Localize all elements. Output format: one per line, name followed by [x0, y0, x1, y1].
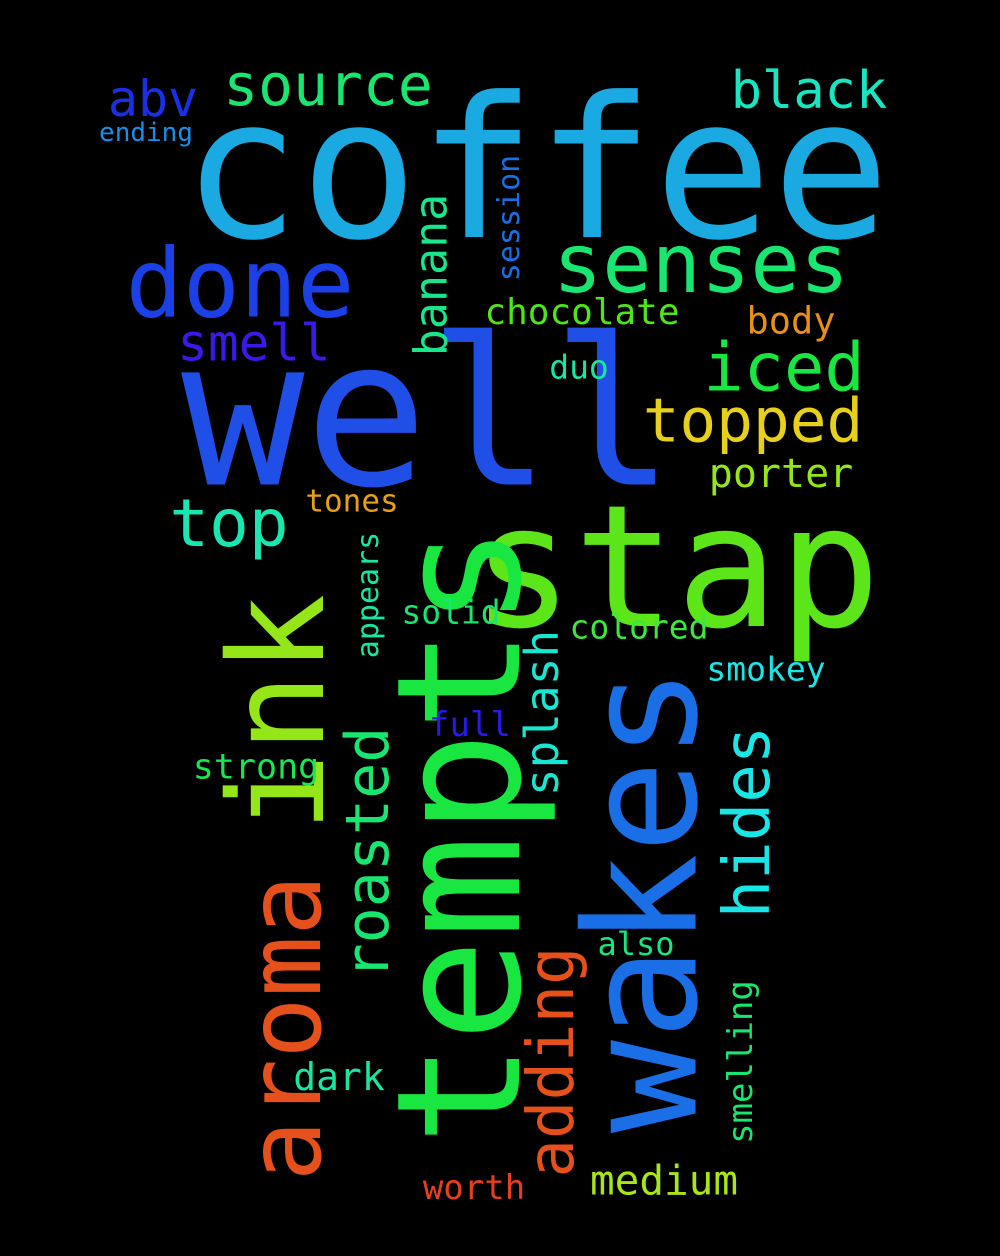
- word-dark: dark: [293, 1055, 385, 1099]
- word-well: well: [181, 295, 675, 534]
- word-also: also: [597, 925, 675, 963]
- word-coffee: coffee: [181, 56, 891, 284]
- word-chocolate: chocolate: [484, 292, 680, 333]
- word-solid: solid: [401, 592, 501, 632]
- word-duo: duo: [549, 347, 609, 387]
- word-banana: banana: [404, 193, 458, 357]
- word-roasted: roasted: [333, 726, 403, 980]
- word-top: top: [169, 485, 289, 562]
- word-session: session: [492, 154, 527, 282]
- word-tones: tones: [305, 483, 399, 520]
- word-body: body: [746, 299, 836, 343]
- word-topped: topped: [642, 385, 864, 457]
- word-strong: strong: [192, 747, 320, 788]
- word-appears: appears: [351, 531, 386, 659]
- word-worth: worth: [422, 1168, 526, 1208]
- word-source: source: [223, 51, 433, 119]
- word-smelling: smelling: [721, 980, 761, 1144]
- word-abv: abv: [107, 70, 199, 128]
- word-porter: porter: [708, 451, 854, 497]
- word-hides: hides: [711, 725, 785, 919]
- word-ink: ink: [201, 593, 355, 833]
- word-aroma: aroma: [226, 874, 345, 1182]
- word-stap: stap: [471, 469, 881, 667]
- word-black: black: [730, 61, 888, 121]
- word-smokey: smokey: [706, 649, 826, 689]
- word-adding: adding: [515, 946, 589, 1178]
- word-smell: smell: [177, 314, 331, 374]
- word-senses: senses: [552, 217, 850, 312]
- word-colored: colored: [569, 607, 709, 647]
- word-iced: iced: [703, 328, 865, 407]
- word-medium: medium: [589, 1156, 739, 1205]
- word-full: full: [429, 705, 511, 745]
- word-ending: ending: [99, 118, 193, 148]
- word-done: done: [125, 229, 355, 340]
- word-splash: splash: [515, 629, 569, 797]
